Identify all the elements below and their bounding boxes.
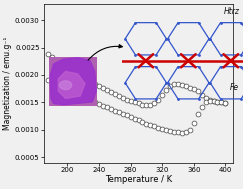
- Text: Htrz: Htrz: [224, 7, 239, 16]
- Polygon shape: [58, 71, 85, 98]
- Y-axis label: Magnetization / emu.g⁻¹: Magnetization / emu.g⁻¹: [3, 36, 12, 130]
- Ellipse shape: [60, 81, 72, 90]
- Polygon shape: [50, 58, 96, 105]
- Text: Fe: Fe: [230, 83, 239, 92]
- X-axis label: Temperature / K: Temperature / K: [105, 175, 172, 184]
